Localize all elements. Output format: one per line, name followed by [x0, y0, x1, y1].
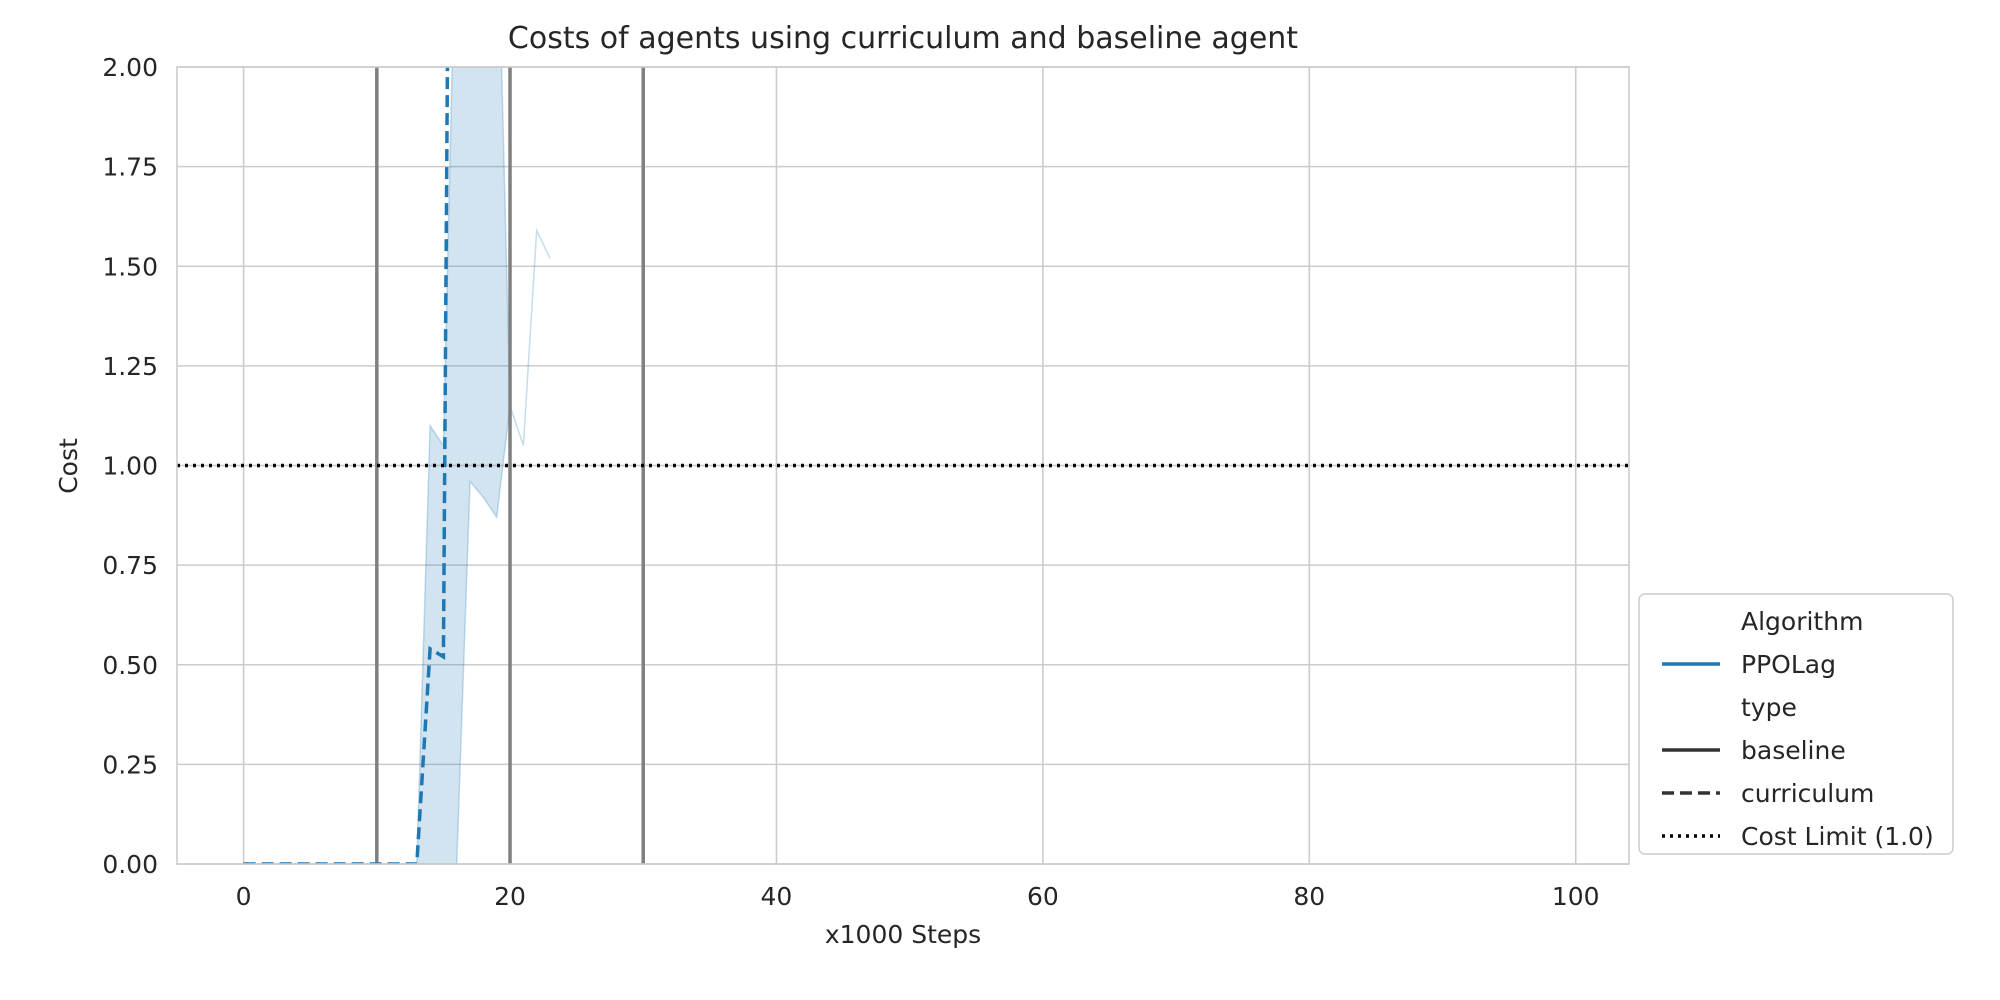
- legend-label: curriculum: [1741, 779, 1874, 808]
- y-tick-label: 1.50: [102, 252, 158, 281]
- x-axis-label: x1000 Steps: [825, 920, 981, 949]
- legend-label: PPOLag: [1741, 650, 1836, 679]
- x-tick-label: 80: [1293, 882, 1325, 911]
- y-tick-label: 2.00: [102, 53, 158, 82]
- legend-label: baseline: [1741, 736, 1846, 765]
- legend-box: [1638, 593, 1954, 855]
- chart-title: Costs of agents using curriculum and bas…: [508, 21, 1298, 56]
- y-tick-label: 0.00: [102, 850, 158, 879]
- x-tick-label: 100: [1552, 882, 1600, 911]
- legend: Algorithm PPOLag type baseline curriculum Cos…: [1638, 593, 1954, 855]
- x-tick-label: 20: [494, 882, 526, 911]
- x-tick-label: 0: [236, 882, 252, 911]
- y-tick-label: 0.25: [102, 750, 158, 779]
- y-tick-labels: 0.00 0.25 0.50 0.75 1.00 1.25 1.50 1.75 2.00: [102, 53, 158, 879]
- legend-header: Algorithm: [1741, 607, 1863, 636]
- y-tick-label: 1.75: [102, 153, 158, 182]
- y-tick-label: 0.50: [102, 651, 158, 680]
- y-axis-label: Cost: [54, 438, 83, 494]
- x-tick-label: 60: [1027, 882, 1059, 911]
- legend-label: Cost Limit (1.0): [1741, 822, 1934, 851]
- legend-header: type: [1741, 693, 1797, 722]
- x-tick-labels: 0 20 40 60 80 100: [236, 882, 1600, 911]
- y-tick-label: 1.00: [102, 452, 158, 481]
- plot-frame: [176, 66, 1630, 865]
- y-tick-label: 0.75: [102, 551, 158, 580]
- y-tick-label: 1.25: [102, 352, 158, 381]
- x-tick-label: 40: [761, 882, 793, 911]
